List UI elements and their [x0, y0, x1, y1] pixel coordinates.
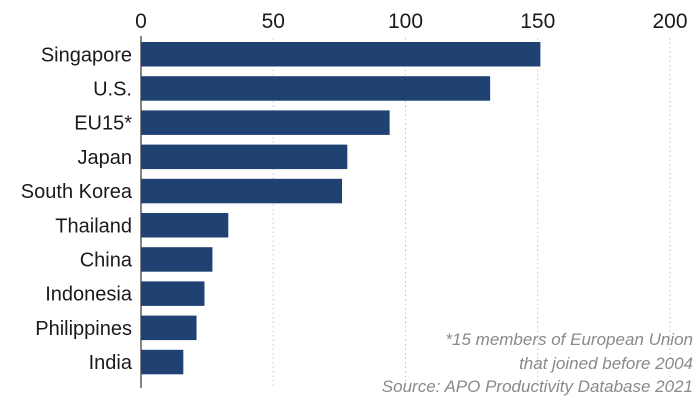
bar-china	[141, 247, 213, 272]
footnote-3: Source: APO Productivity Database 2021	[382, 377, 693, 396]
x-tick-label-0: 0	[135, 10, 147, 33]
footnote-2: that joined before 2004	[519, 354, 693, 373]
bar-philippines	[141, 315, 197, 341]
bar-indonesia	[141, 281, 205, 306]
bar-singapore	[141, 42, 541, 67]
category-label-indonesia: Indonesia	[45, 284, 133, 306]
x-tick-label-100: 100	[388, 10, 423, 33]
category-label-u-s: U.S.	[93, 78, 132, 100]
x-tick-label-200: 200	[652, 10, 687, 33]
bar-thailand	[141, 213, 229, 238]
category-label-singapore: Singapore	[41, 44, 132, 66]
bar-u-s	[141, 76, 491, 101]
bar-japan	[141, 144, 348, 170]
category-label-philippines: Philippines	[35, 318, 132, 340]
category-label-japan: Japan	[78, 147, 133, 169]
bar-eu15	[141, 110, 390, 135]
bar-south-korea	[141, 178, 343, 204]
category-label-eu15: EU15*	[74, 113, 132, 135]
x-tick-label-50: 50	[262, 10, 285, 33]
category-label-south-korea: South Korea	[21, 181, 133, 203]
category-label-thailand: Thailand	[55, 215, 132, 237]
category-label-india: India	[89, 352, 133, 374]
category-label-china: China	[80, 249, 133, 271]
x-tick-label-150: 150	[520, 10, 555, 33]
bar-india	[141, 349, 184, 375]
footnote-1: *15 members of European Union	[445, 330, 693, 349]
